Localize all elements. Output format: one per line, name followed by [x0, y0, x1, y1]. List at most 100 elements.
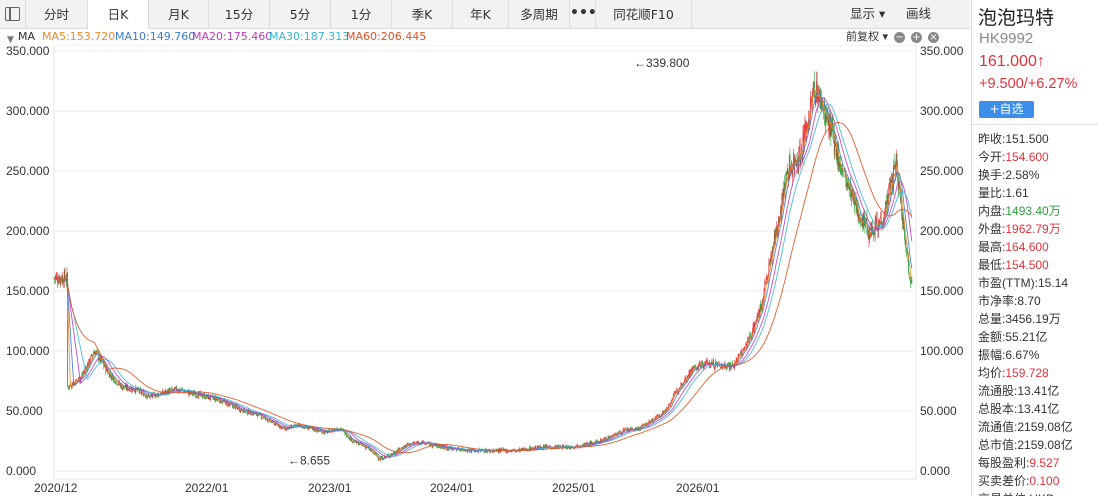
display-dropdown[interactable]: 显示 ▾ [850, 6, 886, 21]
candle-body [373, 452, 374, 454]
candle-body [787, 168, 789, 180]
close-icon[interactable]: × [928, 32, 939, 43]
stat-label: 总市值: [978, 438, 1018, 452]
candle-body [57, 282, 59, 284]
zoom-out-icon[interactable]: − [894, 32, 905, 43]
candle-body [737, 354, 739, 363]
candle-body [609, 436, 611, 438]
candle-body [813, 82, 815, 87]
candle-body [878, 220, 880, 225]
period-tab[interactable]: 月K [148, 0, 208, 29]
candle-body [646, 422, 648, 425]
stat-row: 最低:154.500 [978, 256, 1098, 274]
period-tab[interactable]: 年K [452, 0, 508, 29]
candle-body [836, 144, 838, 163]
period-tab[interactable]: 分时 [25, 0, 87, 29]
candle-body [874, 223, 876, 236]
stat-row: 金额:55.21亿 [978, 328, 1098, 346]
candle-body [630, 428, 632, 429]
candle-body [635, 427, 637, 430]
candle-body [464, 450, 466, 452]
candle-body [643, 423, 645, 425]
f10-button[interactable]: 同花顺F10 [595, 0, 692, 29]
period-tab[interactable]: 多周期 [508, 0, 569, 29]
candle-body [457, 449, 458, 451]
candle-body [271, 421, 273, 423]
candle-body [745, 345, 747, 347]
candle-body [698, 364, 700, 366]
y-tick-label-right: 200.000 [920, 224, 964, 238]
candle-body [807, 119, 809, 131]
add-watchlist-button[interactable]: +自选 [979, 101, 1034, 118]
candle-body [378, 459, 380, 460]
candle-body [322, 432, 323, 434]
more-periods-button[interactable]: ••• [569, 0, 597, 29]
sidebar-toggle-icon[interactable] [5, 7, 20, 21]
candle-body [645, 422, 647, 426]
candle-body [755, 320, 757, 323]
y-tick-label-right: 150.000 [920, 284, 964, 298]
kline-svg[interactable]: 350.000 350.000 300.000 300.000 250.000 250.0… [0, 44, 970, 496]
stat-label: 最低: [978, 258, 1006, 272]
candle-body [585, 442, 586, 445]
y-tick-label-left: 200.000 [6, 224, 50, 238]
period-tab[interactable]: 5分 [269, 0, 330, 29]
stock-code: HK9992 [979, 30, 1034, 47]
candle-body [404, 445, 406, 448]
candle-body [196, 396, 198, 398]
candle-body [841, 165, 843, 173]
draw-line-button[interactable]: 画线 [906, 6, 932, 21]
kline-chart[interactable]: 350.000 350.000 300.000 300.000 250.000 250.0… [0, 44, 970, 496]
candle-body [765, 281, 767, 285]
candle-body [596, 440, 598, 442]
candle-body [721, 366, 723, 367]
price-adjust-dropdown[interactable]: 前复权 ▾ [846, 30, 889, 43]
candle-body [735, 362, 736, 364]
candle-body [641, 425, 642, 429]
candle-body [78, 377, 79, 380]
candle-body [884, 214, 886, 221]
collapse-triangle-icon[interactable]: ▼ [7, 35, 14, 45]
candle-body [699, 362, 701, 365]
candle-body [843, 173, 845, 176]
candle-body [365, 446, 367, 449]
candle-body [133, 389, 135, 391]
candle-body [334, 429, 336, 431]
candle-body [576, 444, 578, 448]
candle-body [97, 352, 99, 360]
candle-body [740, 351, 742, 354]
candle-body [734, 361, 736, 366]
ma-label[interactable]: MA [18, 30, 36, 43]
candle-body [82, 373, 84, 375]
candle-body [826, 115, 828, 117]
candle-body [221, 401, 222, 403]
candle-body [120, 384, 122, 389]
candle-body [822, 111, 824, 114]
stat-value: 55.21亿 [1005, 330, 1048, 344]
candle-body [239, 410, 241, 412]
y-tick-label-left: 150.000 [6, 284, 50, 298]
period-tab[interactable]: 季K [391, 0, 452, 29]
stat-label: 买卖差价: [978, 474, 1030, 488]
candle-body [738, 355, 740, 356]
candle-body [403, 445, 405, 448]
candle-body [689, 371, 691, 376]
zoom-in-icon[interactable]: + [911, 32, 922, 43]
candle-body [782, 193, 783, 201]
candle-body [896, 154, 898, 162]
period-tab[interactable]: 15分 [208, 0, 269, 29]
candle-body [812, 91, 813, 103]
stat-value: 2159.08亿 [1017, 420, 1073, 434]
candle-body [729, 364, 731, 370]
candle-body [840, 169, 842, 171]
candle-body [106, 368, 108, 371]
candle-body [605, 438, 607, 440]
candle-body [902, 217, 904, 224]
candle-body [712, 360, 714, 364]
candle-body [768, 262, 770, 275]
candle-body [887, 196, 889, 204]
period-tab[interactable]: 1分 [330, 0, 391, 29]
candle-body [110, 376, 112, 378]
candle-body [668, 405, 670, 407]
period-tab[interactable]: 日K [87, 0, 148, 30]
